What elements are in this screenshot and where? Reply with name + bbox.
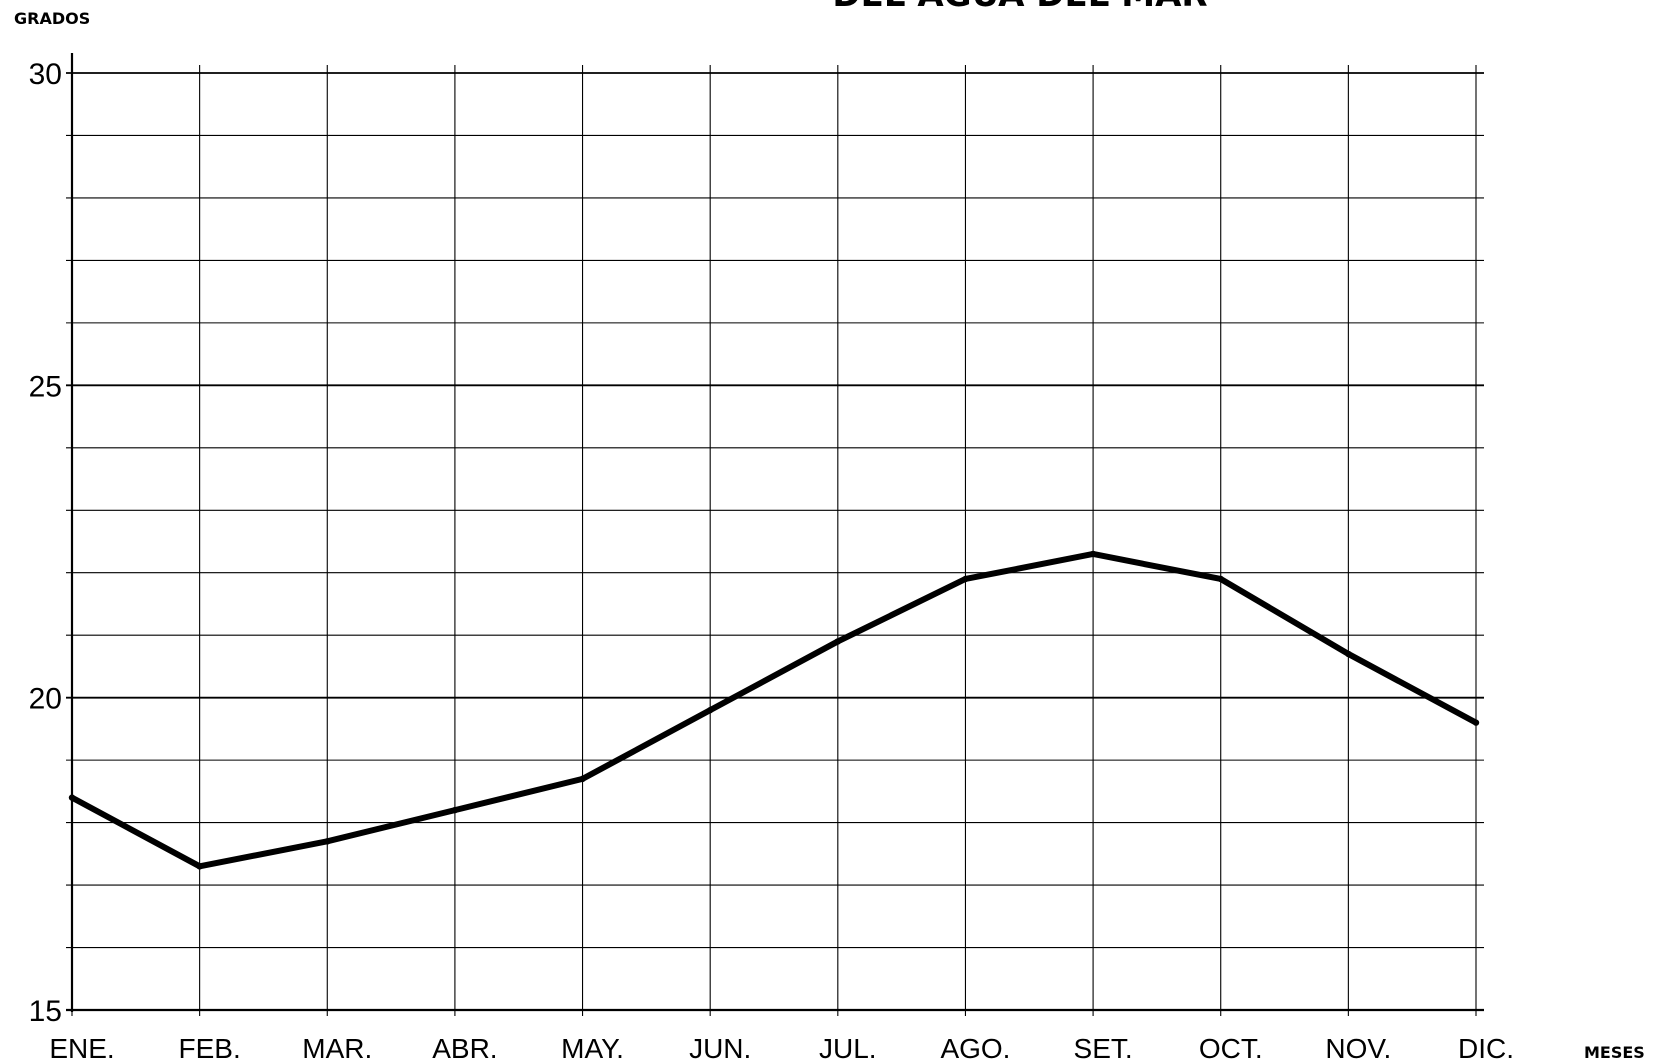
x-tick-label: JUN. (689, 1033, 751, 1064)
x-tick-label: MAR. (302, 1033, 372, 1064)
y-tick-label: 25 (29, 370, 62, 403)
data-point (579, 775, 586, 783)
data-point (706, 706, 714, 714)
data-point (1472, 719, 1480, 726)
series-group (68, 550, 1480, 870)
data-point (834, 638, 842, 645)
y-tick-label: 15 (29, 995, 62, 1028)
x-tick-label: MAY. (561, 1033, 624, 1064)
data-point (196, 863, 203, 870)
data-point (962, 575, 969, 583)
x-tick-label: SET. (1074, 1033, 1133, 1064)
y-tick-labels: 15 20 25 30 (29, 58, 62, 1028)
chart-title: DEL AGUA DEL MAR (832, 0, 1207, 15)
x-axis-label: MESES (1584, 1043, 1645, 1062)
y-tick-label: 30 (29, 58, 62, 91)
grid (66, 53, 1484, 1016)
y-axis-label: GRADOS (14, 9, 90, 28)
data-point (324, 838, 331, 845)
data-point (1089, 550, 1097, 558)
data-point (1345, 650, 1352, 658)
x-tick-label: FEB. (179, 1033, 241, 1064)
x-tick-label: OCT. (1199, 1033, 1263, 1064)
x-tick-label: NOV. (1325, 1033, 1391, 1064)
x-tick-label: ENE. (49, 1033, 114, 1064)
data-point (1217, 575, 1224, 583)
x-tick-label: AGO. (940, 1033, 1010, 1064)
data-point (451, 806, 459, 814)
x-tick-label: JUL. (819, 1033, 877, 1064)
y-tick-label: 20 (29, 683, 62, 716)
x-tick-label: DIC. (1458, 1033, 1514, 1064)
x-tick-label: ABR. (432, 1033, 497, 1064)
data-point (68, 794, 76, 801)
x-tick-labels: ENE. FEB. MAR. ABR. MAY. JUN. JUL. AGO. SET. OCT.… (49, 1033, 1514, 1064)
series-line (70, 550, 1478, 870)
